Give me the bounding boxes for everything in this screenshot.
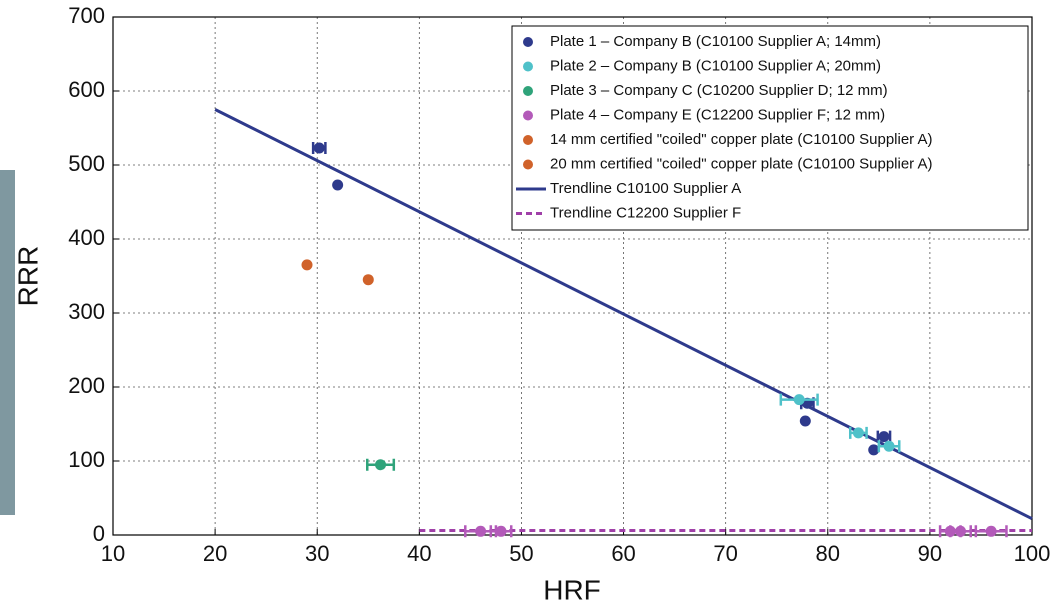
legend-marker [523,86,533,96]
data-point [313,142,325,154]
photo-strip [0,170,15,515]
x-tick-label: 30 [305,541,329,566]
data-point [495,525,507,537]
legend-label: Trendline C12200 Supplier F [550,204,741,221]
y-tick-label: 600 [68,77,105,102]
data-point [868,444,880,456]
data-point [878,431,890,443]
legend-label: Plate 1 – Company B (C10100 Supplier A; … [550,33,881,50]
data-point [883,440,895,452]
data-point [985,525,997,537]
x-tick-label: 60 [611,541,635,566]
x-tick-label: 20 [203,541,227,566]
x-tick-label: 90 [918,541,942,566]
legend-marker [523,135,533,145]
x-tick-label: 40 [407,541,431,566]
x-axis-label: HRF [543,574,601,605]
y-tick-label: 100 [68,447,105,472]
legend-marker [523,37,533,47]
data-point [301,259,313,271]
y-tick-label: 0 [93,521,105,546]
y-tick-label: 300 [68,299,105,324]
legend-label: Plate 2 – Company B (C10100 Supplier A; … [550,57,881,74]
data-point [799,415,811,427]
y-axis-label: RRR [12,246,43,307]
trendline [214,108,1033,521]
y-tick-label: 400 [68,225,105,250]
legend-label: 14 mm certified "coiled" copper plate (C… [550,131,933,148]
data-point [475,525,487,537]
data-point [955,525,967,537]
x-tick-label: 70 [713,541,737,566]
legend-box [511,25,1029,231]
y-tick-label: 500 [68,151,105,176]
x-tick-label: 10 [101,541,125,566]
data-point [793,394,805,406]
legend-label: Trendline C10100 Supplier A [550,180,741,197]
y-tick-label: 700 [68,3,105,28]
data-point [375,459,387,471]
legend-marker [523,110,533,121]
legend-label: Plate 3 – Company C (C10200 Supplier D; … [550,82,888,99]
x-tick-label: 80 [816,541,840,566]
data-point [332,179,344,191]
x-tick-label: 50 [509,541,533,566]
plot-frame [112,16,1033,536]
legend-marker [523,61,533,72]
y-tick-label: 200 [68,373,105,398]
data-point [362,274,374,286]
x-tick-label: 100 [1014,541,1051,566]
legend-label: Plate 4 – Company E (C12200 Supplier F; … [550,106,885,123]
legend-marker [523,159,533,170]
legend-label: 20 mm certified "coiled" copper plate (C… [550,155,933,172]
data-point [852,427,864,439]
